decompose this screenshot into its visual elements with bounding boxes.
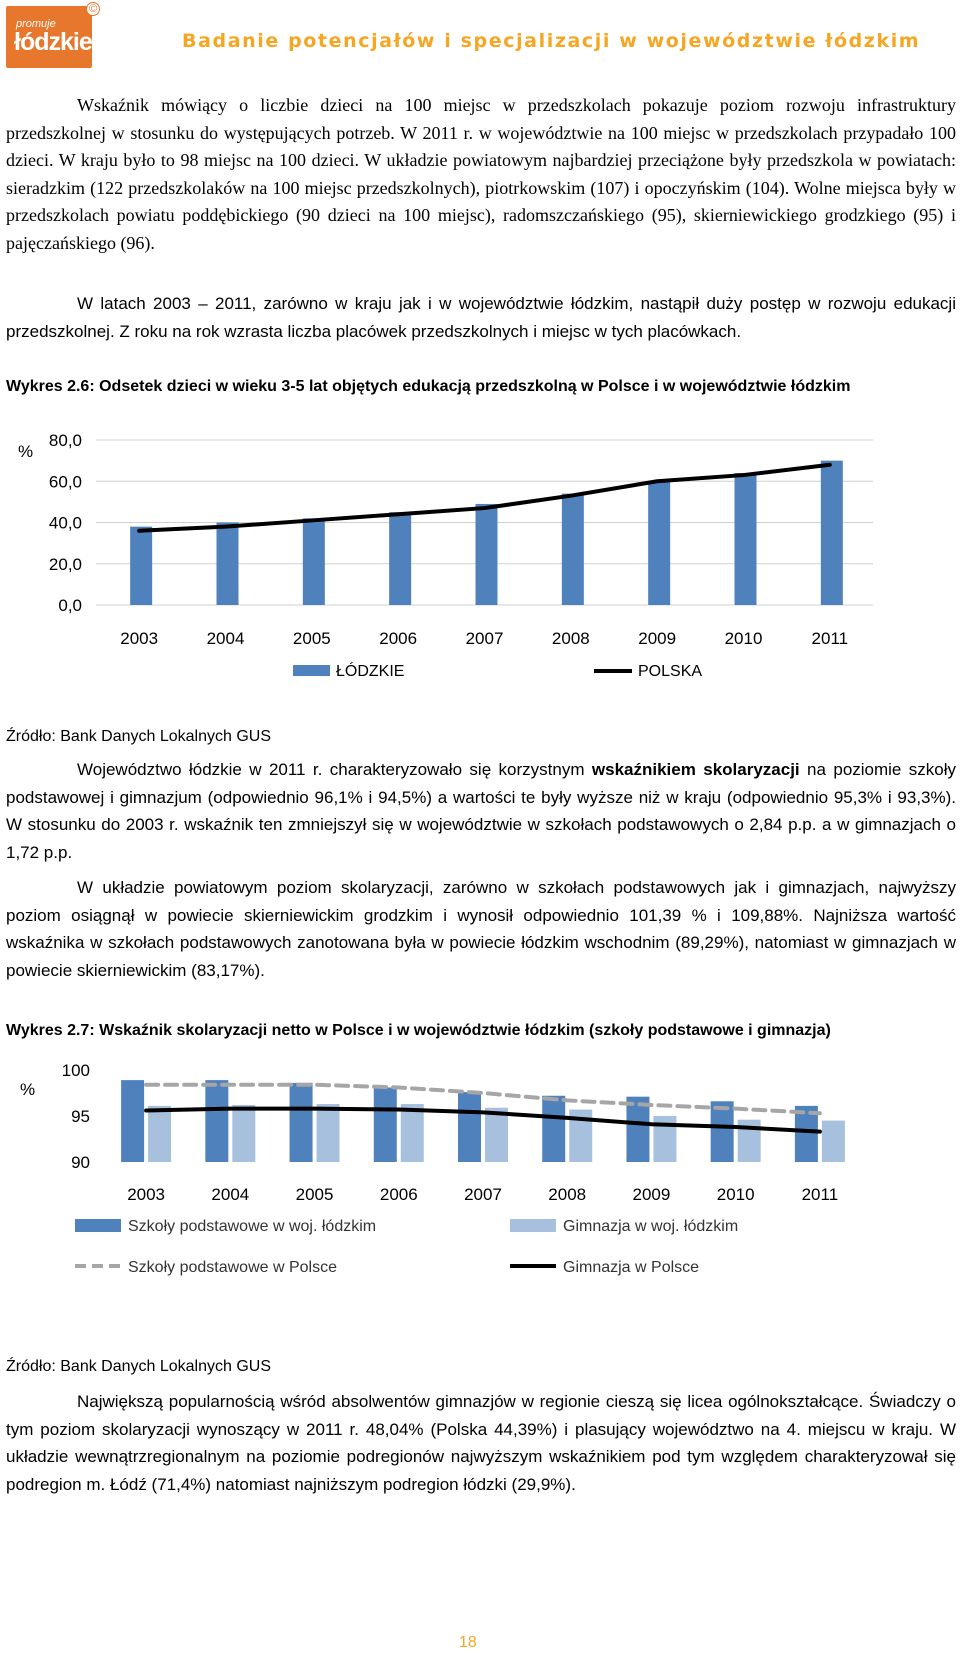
x-tick-label: 2008	[552, 629, 590, 648]
bar-lodzkie	[302, 518, 325, 605]
bar-gymnasium-lodzkie	[821, 1120, 845, 1162]
x-tick-label: 2005	[296, 1185, 334, 1204]
paragraph-county-schooling: W układzie powiatowym poziom skolaryzacj…	[6, 874, 956, 984]
x-tick-label: 2007	[466, 629, 504, 648]
bar-primary-lodzkie	[121, 1080, 145, 1162]
legend-swatch-lodzkie	[293, 665, 330, 676]
x-tick-label: 2011	[812, 629, 849, 648]
bar-gymnasium-lodzkie	[737, 1119, 761, 1162]
y-unit-label: %	[20, 1080, 35, 1099]
chart-net-schooling-rate: % 90 95 100 2003 2004 2005 2006 2007 2008 2009 2010…	[20, 1061, 845, 1276]
x-tick-label: 2006	[380, 1185, 418, 1204]
paragraph-text: Największą popularnością wśród absolwent…	[6, 1392, 956, 1494]
line-gymnasium-polska	[144, 1106, 822, 1134]
bar-lodzkie	[389, 512, 412, 605]
y-tick-label: 40,0	[49, 514, 82, 533]
x-tick-label: 2010	[717, 1185, 755, 1204]
chart-caption-2-6: Wykres 2.6: Odsetek dzieci w wieku 3-5 l…	[6, 374, 956, 400]
bar-lodzkie	[561, 493, 584, 605]
legend-label-gymnasium-lodzkie: Gimnazja w woj. łódzkim	[563, 1218, 738, 1235]
bar-gymnasium-lodzkie	[316, 1104, 340, 1162]
bar-gymnasium-lodzkie	[653, 1116, 677, 1162]
y-tick-label: 20,0	[49, 555, 82, 574]
header-title: Badanie potencjałów i specjalizacji w wo…	[182, 30, 921, 52]
caption-label: Wykres 2.6:	[6, 378, 95, 395]
x-tick-label: 2005	[293, 629, 331, 648]
bar-primary-lodzkie	[205, 1080, 229, 1162]
logo-line1: promuje	[16, 18, 56, 30]
legend-label-primary-polska: Szkoły podstawowe w Polsce	[128, 1259, 337, 1276]
paragraph-text: W układzie powiatowym poziom skolaryzacj…	[6, 878, 956, 980]
y-tick-label: 90	[71, 1153, 90, 1172]
x-tick-label: 2004	[211, 1185, 249, 1204]
legend-swatch-primary-lodzkie	[75, 1219, 121, 1232]
bar-primary-lodzkie	[458, 1092, 481, 1162]
paragraph-text: na poziomie szkoły podstawowej i gimnazj…	[6, 760, 957, 862]
legend-label-lodzkie: ŁÓDZKIE	[336, 661, 404, 680]
paragraph-text: Województwo łódzkie w 2011 r. charaktery…	[77, 760, 592, 779]
caption-text: Odsetek dzieci w wieku 3-5 lat objętych …	[99, 378, 851, 395]
logo-line2: łódzkie	[14, 28, 93, 56]
bar-lodzkie	[734, 473, 757, 605]
x-tick-label: 2009	[633, 1185, 671, 1204]
promuje-lodzkie-logo: promuje łódzkie ©	[6, 2, 100, 68]
x-tick-label: 2008	[548, 1185, 586, 1204]
paragraph-bold-term: wskaźnikiem skolaryzacji	[591, 760, 800, 779]
chart-source-1: Źródło: Bank Danych Lokalnych GUS	[6, 728, 272, 745]
x-tick-label: 2003	[127, 1185, 165, 1204]
bar-primary-lodzkie	[626, 1096, 650, 1162]
bar-primary-lodzkie	[710, 1101, 734, 1162]
bar-gymnasium-lodzkie	[400, 1104, 424, 1162]
bar-lodzkie	[475, 503, 498, 605]
paragraph-preschool-progress: W latach 2003 – 2011, zarówno w kraju ja…	[6, 290, 956, 345]
y-tick-label: 80,0	[49, 431, 82, 450]
y-tick-label: 60,0	[49, 472, 82, 491]
x-tick-label: 2009	[638, 629, 676, 648]
caption-label: Wykres 2.7:	[6, 1022, 95, 1039]
line-primary-polska	[144, 1082, 822, 1116]
legend-label-primary-lodzkie: Szkoły podstawowe w woj. łódzkim	[128, 1218, 376, 1235]
bar-lodzkie	[648, 481, 671, 605]
y-tick-label: 0,0	[58, 596, 82, 615]
bar-lodzkie	[130, 526, 153, 605]
paragraph-text: W latach 2003 – 2011, zarówno w kraju ja…	[6, 294, 956, 341]
paragraph-text: Wskaźnik mówiący o liczbie dzieci na 100…	[6, 95, 956, 253]
bar-primary-lodzkie	[794, 1105, 818, 1162]
paragraph-preschool-ratio: Wskaźnik mówiący o liczbie dzieci na 100…	[6, 92, 956, 258]
bar-gymnasium-lodzkie	[148, 1105, 172, 1162]
bar-gymnasium-lodzkie	[569, 1109, 593, 1162]
y-tick-label: 95	[71, 1107, 90, 1126]
y-tick-label: 100	[62, 1061, 90, 1080]
x-tick-label: 2003	[120, 629, 158, 648]
chart-preschool-education: % 0,0 20,0 40,0 60,0 80,0 2003 2004 2005 2006 2007…	[18, 431, 873, 680]
y-unit-label: %	[18, 442, 33, 461]
page-number: 18	[459, 1634, 477, 1651]
chart-source-2: Źródło: Bank Danych Lokalnych GUS	[6, 1358, 272, 1375]
caption-text: Wskaźnik skolaryzacji netto w Polsce i w…	[99, 1022, 831, 1039]
bar-lodzkie	[216, 522, 239, 605]
bar-gymnasium-lodzkie	[232, 1104, 256, 1162]
legend-swatch-gymnasium-lodzkie	[510, 1219, 556, 1232]
bar-primary-lodzkie	[289, 1082, 313, 1162]
x-tick-label: 2011	[802, 1185, 839, 1204]
chart-caption-2-7: Wykres 2.7: Wskaźnik skolaryzacji netto …	[6, 1018, 956, 1044]
bar-gymnasium-lodzkie	[485, 1107, 508, 1162]
bar-primary-lodzkie	[542, 1095, 566, 1162]
x-tick-label: 2006	[379, 629, 417, 648]
x-tick-label: 2004	[207, 629, 245, 648]
line-polska	[137, 462, 832, 533]
x-tick-label: 2007	[464, 1185, 502, 1204]
paragraph-schooling-rate: Województwo łódzkie w 2011 r. charaktery…	[6, 756, 956, 866]
legend-label-gymnasium-polska: Gimnazja w Polsce	[563, 1259, 699, 1276]
legend-label-polska: POLSKA	[638, 663, 702, 680]
logo-registered-mark: ©	[86, 2, 100, 16]
paragraph-high-school-popularity: Największą popularnością wśród absolwent…	[6, 1388, 956, 1498]
x-tick-label: 2010	[725, 629, 763, 648]
bar-primary-lodzkie	[373, 1087, 397, 1162]
bar-lodzkie	[820, 460, 843, 605]
